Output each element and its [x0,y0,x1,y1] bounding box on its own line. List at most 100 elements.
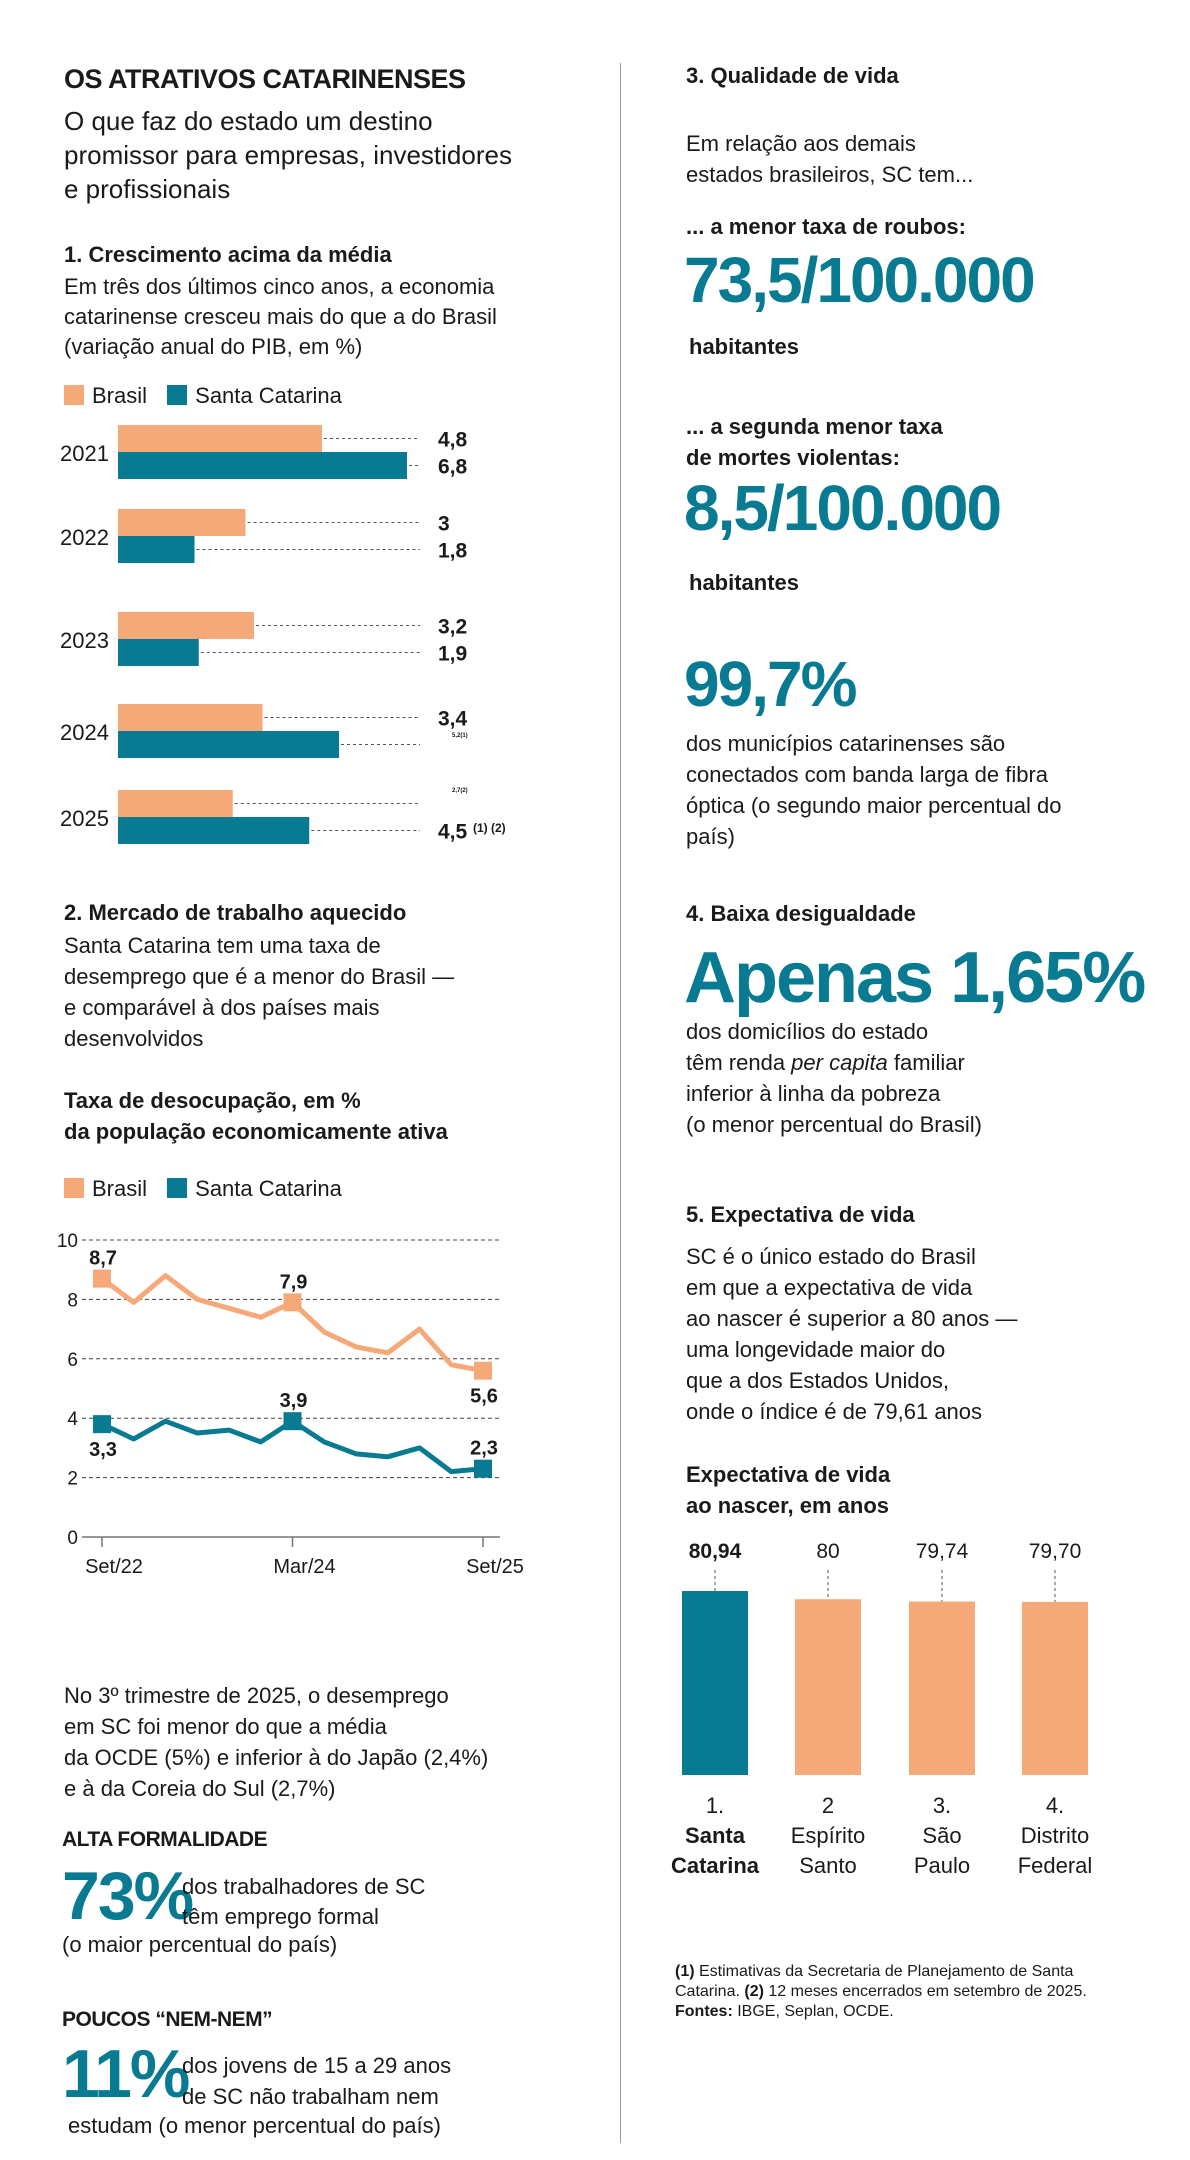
data-label: 6,8 [438,456,468,479]
violent-deaths-value: 8,5/100.000 [684,472,1002,544]
value-label: 79,70 [1029,1540,1082,1563]
gdp-legend: Brasil Santa Catarina [64,383,342,409]
footnote-line: Catarina. (2) 12 meses encerrados em set… [675,1982,1087,2002]
body-line: dos jovens de 15 a 29 anos [182,2053,452,2078]
section-1-title: 1. Crescimento acima da média [64,242,392,267]
body-line: desenvolvidos [64,1026,204,1051]
year-label: 2021 [60,441,109,466]
section-5-title: 5. Expectativa de vida [686,1202,915,1227]
y-tick-label: 2 [67,1469,78,1490]
body-line: desemprego que é a menor do Brasil — [64,964,455,989]
text-part: têm renda [686,1050,792,1075]
sources-label: Fontes: [675,2003,733,2020]
poverty-text: dos domicílios do estado têm renda per c… [686,1016,982,1140]
unemployment-line-chart: 0 2 4 6 8 10 Set/22 Mar/24 Set/25 8,7 7,9 5,6 3,3 3,9… [57,1231,524,1578]
subtitle-line: promissor para empresas, investidores [64,140,512,170]
point-label: 8,7 [89,1248,117,1270]
section-5-body: SC é o único estado do Brasil em que a e… [686,1241,1017,1427]
body-line: país) [686,824,735,849]
body-line: de SC não trabalham nem [182,2084,439,2109]
year-label: 2024 [60,720,109,745]
bar-brasil [118,704,263,731]
footnote-mark: (1) [675,1963,695,1980]
legend-swatch-sc [167,385,188,405]
section-3-title: 3. Qualidade de vida [686,63,899,88]
subtitle-line: e profissionais [64,174,231,204]
body-line: SC é o único estado do Brasil [686,1244,976,1269]
formality-value: 73% [62,1858,194,1934]
body-line: em SC foi menor do que a média [64,1714,387,1739]
point-marker [93,1415,111,1434]
point-marker [474,1459,492,1478]
data-label: 1,9 [438,643,467,666]
category-label: Santa [685,1823,746,1848]
category-label: Espírito [791,1823,866,1848]
body-line: (o menor percentual do Brasil) [686,1112,982,1137]
robbery-label: ... a menor taxa de roubos: [686,214,966,239]
body-line: dos municípios catarinenses são [686,731,1006,756]
text-part: familiar [887,1050,965,1075]
poverty-value: Apenas 1,65% [684,938,1146,1018]
body-line: têm renda per capita familiar [686,1047,982,1078]
data-label: 4,8 [438,429,468,452]
body-line: de mortes violentas: [686,445,900,470]
body-line: ao nascer é superior a 80 anos — [686,1306,1018,1331]
body-line: óptica (o segundo maior percentual do [686,793,1062,818]
column-divider [620,63,621,2143]
section-2-body: Santa Catarina tem uma taxa de desempreg… [64,930,454,1054]
point-marker [474,1361,492,1380]
value-label: 79,74 [916,1540,969,1563]
sources-text: IBGE, Seplan, OCDE. [732,2003,894,2020]
body-line: uma longevidade maior do [686,1337,946,1362]
category-label: Distrito [1021,1823,1089,1848]
y-tick-label: 4 [67,1409,78,1430]
data-label: 2,7(2) [452,788,468,794]
formality-text: dos trabalhadores de SC têm emprego form… [182,1872,425,1932]
category-label: 2 [822,1793,834,1818]
bar [682,1591,748,1775]
page-title: OS ATRATIVOS CATARINENSES [64,64,466,94]
body-line: No 3º trimestre de 2025, o desemprego [64,1683,449,1708]
violent-deaths-unit: habitantes [689,570,800,595]
x-tick-label: Set/22 [85,1556,143,1578]
footnote-line: (1) Estimativas da Secretaria de Planeja… [675,1962,1087,1982]
point-label: 3,3 [89,1439,117,1461]
legend-label: Brasil [92,1176,148,1201]
bar-brasil [118,425,322,452]
unemployment-legend: Brasil Santa Catarina [64,1176,342,1202]
point-label: 5,6 [470,1386,498,1408]
bar-sc [118,536,195,563]
category-label: 1. [706,1793,724,1818]
value-label: 80,94 [689,1540,742,1563]
life-expectancy-bar-chart: 80,94 1. Santa Catarina 80 2 Espírito Santo 79,7… [671,1540,1092,1878]
bar-brasil [118,612,254,639]
bar-sc [118,452,407,479]
body-line: conectados com banda larga de fibra [686,762,1049,787]
section-3-intro: Em relação aos demais estados brasileiro… [686,128,973,190]
legend-swatch-sc [167,1178,188,1198]
point-label: 7,9 [280,1271,308,1293]
oecd-note: No 3º trimestre de 2025, o desemprego em… [64,1680,488,1804]
legend-label: Santa Catarina [195,383,342,408]
body-line: onde o índice é de 79,61 anos [686,1399,983,1424]
body-line: ... a segunda menor taxa [686,414,943,439]
bar-sc [118,731,339,758]
data-label: 3,4 [438,708,468,731]
body-line: inferior à linha da pobreza [686,1081,941,1106]
year-label: 2025 [60,806,109,831]
formality-title: ALTA FORMALIDADE [62,1828,268,1851]
chart-title-line: Expectativa de vida [686,1462,891,1487]
body-line: e à da Coreia do Sul (2,7%) [64,1776,336,1801]
chart-title-line: ao nascer, em anos [686,1493,889,1518]
legend-label: Santa Catarina [195,1176,342,1201]
legend-swatch-brasil [64,385,84,405]
violent-deaths-label: ... a segunda menor taxa de mortes viole… [686,411,943,473]
footnote-line: Fontes: IBGE, Seplan, OCDE. [675,2002,1087,2022]
point-marker [283,1293,302,1312]
x-tick-label: Mar/24 [273,1556,335,1578]
category-label: Santo [799,1853,857,1878]
x-tick-label: Set/25 [466,1556,524,1578]
nemnem-title: POUCOS “NEM-NEM” [62,2008,273,2031]
footnote-text: 12 meses encerrados em setembro de 2025. [763,1983,1087,2000]
chart-title-line: Taxa de desocupação, em % [64,1088,361,1113]
